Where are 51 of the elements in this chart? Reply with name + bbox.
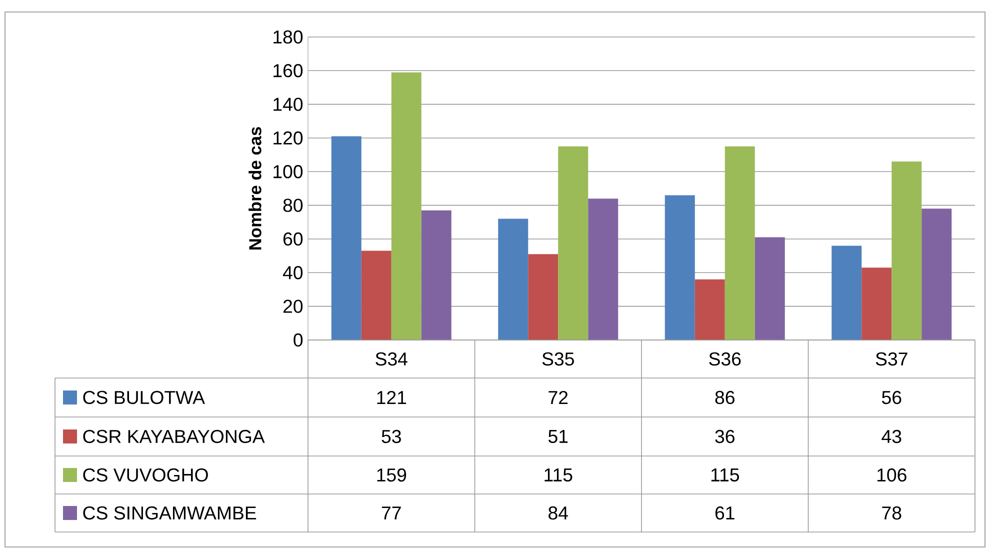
y-tick-label: 180 (274, 30, 303, 44)
bar (724, 146, 755, 340)
y-tick-label: 80 (283, 198, 303, 212)
bar (421, 210, 452, 340)
legend-label: CS BULOTWA (83, 390, 205, 404)
bar (754, 237, 785, 340)
y-tick-label: 100 (274, 165, 303, 178)
bar (922, 208, 952, 340)
bar (892, 162, 922, 340)
y-tick-label: 60 (283, 232, 303, 246)
legend-label: CSR KAYABAYONGA (83, 430, 265, 444)
x-tick-label: S35 (542, 352, 574, 366)
bar (588, 198, 618, 340)
legend-label: CS VUVOGHO (83, 468, 208, 482)
bar (331, 136, 362, 340)
legend-label: CS SINGAMWAMBE (83, 506, 256, 520)
bar (498, 218, 528, 340)
data-label: 115 (544, 468, 572, 482)
data-label: 72 (548, 390, 568, 404)
bar (862, 268, 892, 340)
data-label: 43 (882, 430, 902, 444)
y-tick-label: 140 (274, 98, 303, 111)
y-tick-label: 40 (282, 266, 303, 280)
bar (361, 250, 392, 340)
data-label: 84 (548, 506, 568, 520)
data-label: 78 (882, 506, 902, 520)
bar (391, 72, 422, 340)
y-axis-title: Nombre de cas (248, 127, 262, 250)
data-label: 121 (377, 390, 406, 404)
bar (832, 246, 862, 340)
data-label: 56 (882, 390, 902, 404)
y-tick-label: 120 (274, 131, 303, 145)
bar (694, 279, 725, 340)
data-label: 86 (715, 390, 734, 404)
data-label: 106 (877, 468, 906, 482)
bar (664, 195, 695, 340)
data-label: 159 (377, 468, 406, 482)
y-tick-label: 20 (283, 300, 303, 313)
data-label: 51 (548, 430, 568, 444)
y-tick-label: 0 (294, 333, 303, 347)
x-tick-label: S34 (376, 352, 408, 366)
x-tick-label: S36 (709, 352, 741, 366)
bar (528, 254, 558, 340)
bar (558, 146, 588, 340)
data-label: 115 (711, 468, 739, 482)
data-label: 77 (382, 506, 401, 520)
data-label: 61 (715, 506, 734, 520)
data-label: 36 (715, 430, 734, 444)
y-tick-label: 160 (274, 64, 303, 78)
x-tick-label: S37 (876, 352, 908, 366)
data-label: 53 (382, 430, 401, 444)
